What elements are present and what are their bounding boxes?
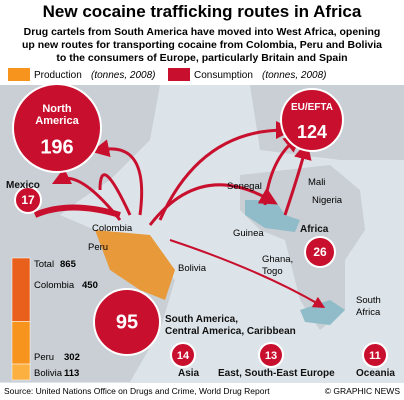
region-label: Oceania <box>356 368 395 379</box>
place-label: Peru <box>88 242 108 253</box>
region-label: Mexico <box>6 180 40 191</box>
region-label: Asia <box>178 368 200 379</box>
place-label: Togo <box>262 266 283 277</box>
south-africa <box>300 300 345 325</box>
consumption-value: 13 <box>265 350 277 362</box>
production-label: Peru <box>34 352 54 363</box>
consumption-circle <box>93 288 161 356</box>
place-label: Colombia <box>92 223 133 234</box>
subtitle: Drug cartels from South America have mov… <box>24 26 381 38</box>
credit: © GRAPHIC NEWS <box>325 386 401 396</box>
legend-swatch <box>8 68 30 81</box>
routes <box>33 121 326 309</box>
consumption-circle <box>304 236 336 268</box>
title: New cocaine trafficking routes in Africa <box>43 2 362 21</box>
west-africa <box>245 200 300 232</box>
consumption-value: 14 <box>177 350 190 362</box>
source: Source: United Nations Office on Drugs a… <box>4 386 270 396</box>
consumption-circle <box>14 186 42 214</box>
consumption-value: 196 <box>40 136 73 158</box>
place-label: Mali <box>308 177 325 188</box>
legend-label: Production <box>34 70 82 81</box>
region-label: Central America, Caribbean <box>165 326 296 337</box>
production-value: 113 <box>64 368 79 379</box>
production-value: 450 <box>82 280 98 291</box>
region-label: EU/EFTA <box>291 102 333 113</box>
region-label: East, South-East Europe <box>218 368 335 379</box>
production-bar <box>11 257 31 322</box>
production-bar <box>11 363 31 381</box>
consumption-circle <box>12 83 102 173</box>
place-label: Ghana, <box>262 254 293 265</box>
place-label: Africa <box>356 307 381 318</box>
consumption-circle <box>362 342 388 368</box>
consumption-value: 11 <box>369 350 381 362</box>
total-value: 865 <box>60 259 77 270</box>
consumption-circle <box>258 342 284 368</box>
consumption-circle <box>170 342 196 368</box>
region-label: Africa <box>300 224 329 235</box>
legend-swatch <box>168 68 190 81</box>
production-bar <box>11 321 31 365</box>
place-label: Bolivia <box>178 263 207 274</box>
region-label: North <box>42 103 72 115</box>
region-label: South America, <box>165 314 238 325</box>
consumption-value: 17 <box>21 193 35 207</box>
production-label: Bolivia <box>34 368 63 379</box>
subtitle: to the consumers of Europe, particularly… <box>56 52 347 64</box>
region-label: America <box>35 115 79 127</box>
place-label: Guinea <box>233 228 264 239</box>
subtitle: up new routes for transporting cocaine f… <box>22 39 382 51</box>
production-value: 302 <box>64 352 80 363</box>
consumption-value: 26 <box>313 245 327 259</box>
production-label: Colombia <box>34 280 75 291</box>
place-label: Nigeria <box>312 195 343 206</box>
consumption-value: 124 <box>297 122 327 142</box>
consumption-value: 95 <box>116 311 138 333</box>
place-labels: Colombia Peru Bolivia Senegal Guinea Mal… <box>88 177 381 318</box>
place-label: South <box>356 295 381 306</box>
production-area <box>95 230 175 300</box>
legend-label: Consumption <box>194 70 253 81</box>
place-label: Senegal <box>227 181 262 192</box>
legend-note: (tonnes, 2008) <box>262 70 327 81</box>
consumption-circle <box>280 88 344 152</box>
legend-note: (tonnes, 2008) <box>91 70 156 81</box>
total-label: Total <box>34 259 54 270</box>
